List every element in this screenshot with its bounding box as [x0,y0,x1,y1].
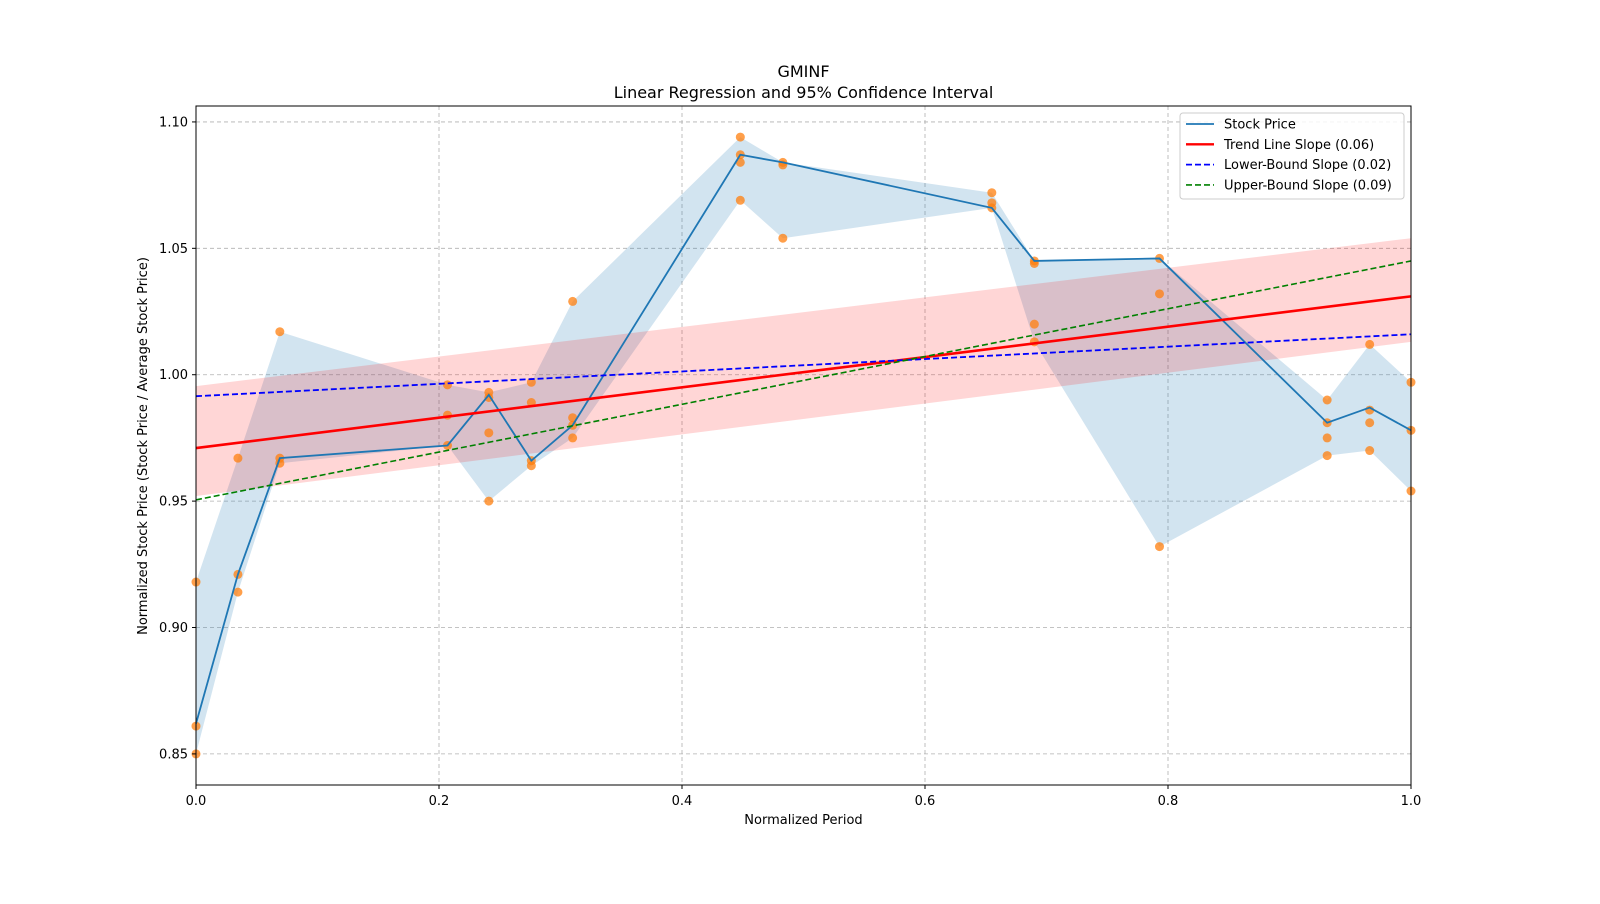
price-range-band [196,137,1411,754]
x-tick-label: 1.0 [1401,794,1422,809]
y-tick-label: 1.05 [159,242,188,257]
chart-subtitle: Linear Regression and 95% Confidence Int… [614,83,994,102]
scatter-point [1322,433,1332,443]
x-tick-label: 0.6 [915,794,936,809]
y-tick-label: 0.95 [159,495,188,510]
scatter-point [778,233,788,243]
scatter-point [484,496,494,506]
scatter-point [1029,319,1039,329]
plot-area [191,132,1416,759]
legend-label: Upper-Bound Slope (0.09) [1224,178,1392,193]
scatter-point [1322,451,1332,461]
y-tick-label: 1.00 [159,368,188,383]
scatter-point [1365,418,1375,428]
y-tick-label: 0.85 [159,747,188,762]
legend-box [1179,112,1405,200]
y-axis-label: Normalized Stock Price (Stock Price / Av… [136,257,151,635]
scatter-point [568,296,578,306]
lower-bound-line [195,333,1412,398]
chart-title: GMINF [777,62,829,81]
scatter-point [735,195,745,205]
x-axis-label: Normalized Period [744,813,862,828]
legend-label: Stock Price [1224,118,1296,133]
scatter-point [484,428,494,438]
scatter-point [568,433,578,443]
scatter-point [1365,446,1375,456]
stock-price-line [195,153,1412,724]
axes-frame [195,105,1412,786]
scatter-point [735,132,745,142]
scatter-point [275,327,285,337]
x-tick-label: 0.8 [1158,794,1179,809]
legend: Stock Price Trend Line Slope (0.06) Lower-… [1179,112,1405,200]
y-tick-label: 1.10 [159,115,188,130]
scatter-point [233,587,243,597]
scatter-point [233,453,243,463]
x-tick-label: 0.4 [672,794,693,809]
scatter-point [1365,339,1375,349]
scatter-point [1322,395,1332,405]
y-tick-label: 0.90 [159,621,188,636]
legend-label: Trend Line Slope (0.06) [1223,138,1374,153]
trend-confidence-band [196,238,1411,497]
scatter-point [987,188,997,198]
scatter-point [1154,289,1164,299]
scatter-point [526,461,536,471]
upper-bound-line [195,260,1412,501]
x-tick-label: 0.2 [429,794,450,809]
axes: 0.0 0.2 0.4 0.6 0.8 1.0 0.85 0.90 0.95 1.00 1.05 1.… [159,105,1422,809]
x-tick-label: 0.0 [186,794,207,809]
scatter-point [443,380,453,390]
legend-label: Lower-Bound Slope (0.02) [1224,158,1391,173]
scatter-point [1154,542,1164,552]
trend-line [195,295,1412,450]
